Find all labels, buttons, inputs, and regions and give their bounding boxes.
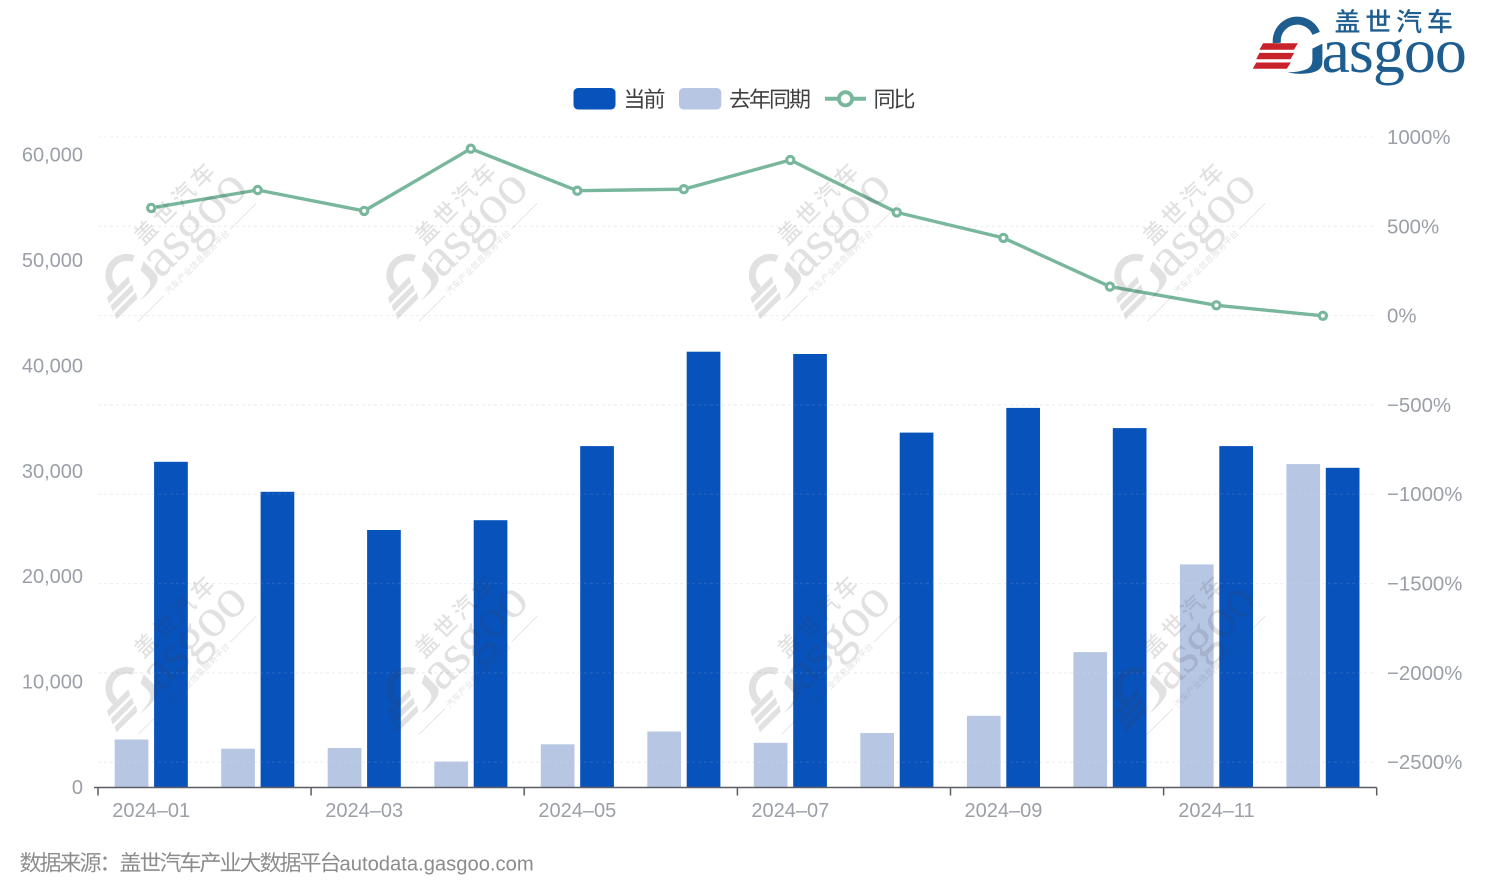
svg-text:10,000: 10,000 bbox=[22, 672, 83, 694]
svg-text:0%: 0% bbox=[1387, 306, 1416, 328]
svg-text:30,000: 30,000 bbox=[22, 461, 83, 483]
svg-text:−1000%: −1000% bbox=[1387, 484, 1462, 506]
svg-text:2024–07: 2024–07 bbox=[751, 800, 829, 822]
svg-text:20,000: 20,000 bbox=[22, 566, 83, 588]
svg-text:−2000%: −2000% bbox=[1387, 663, 1462, 685]
svg-text:2024–05: 2024–05 bbox=[538, 800, 616, 822]
svg-text:2024–09: 2024–09 bbox=[964, 800, 1042, 822]
svg-text:0: 0 bbox=[72, 777, 83, 799]
svg-text:500%: 500% bbox=[1387, 216, 1439, 238]
svg-text:2024–11: 2024–11 bbox=[1178, 800, 1254, 822]
svg-text:60,000: 60,000 bbox=[22, 145, 83, 167]
svg-text:50,000: 50,000 bbox=[22, 250, 83, 272]
svg-text:−1500%: −1500% bbox=[1387, 574, 1462, 596]
svg-text:−500%: −500% bbox=[1387, 395, 1451, 417]
svg-text:2024–01: 2024–01 bbox=[112, 800, 190, 822]
svg-text:2024–03: 2024–03 bbox=[325, 800, 403, 822]
svg-text:−2500%: −2500% bbox=[1387, 752, 1462, 774]
svg-text:40,000: 40,000 bbox=[22, 355, 83, 377]
svg-text:autodata.gasgoo.com: autodata.gasgoo.com bbox=[340, 854, 534, 876]
svg-text:1000%: 1000% bbox=[1387, 127, 1451, 149]
